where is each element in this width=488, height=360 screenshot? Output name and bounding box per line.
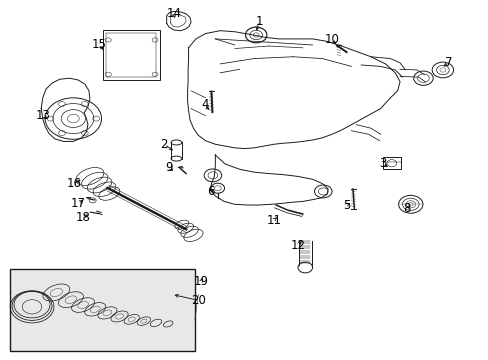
Bar (10, 269, 195, 351)
Text: 6: 6 (206, 185, 214, 198)
Text: 3: 3 (379, 157, 386, 170)
Text: 10: 10 (324, 33, 339, 46)
Text: 4: 4 (201, 99, 208, 112)
Text: 5: 5 (342, 198, 349, 212)
Text: 15: 15 (91, 38, 106, 51)
Text: 12: 12 (290, 239, 305, 252)
Text: 19: 19 (193, 275, 208, 288)
Text: 1: 1 (255, 14, 262, 27)
Text: 9: 9 (165, 161, 173, 174)
Text: 8: 8 (403, 202, 410, 215)
Bar (102, 30, 160, 80)
Text: 20: 20 (190, 294, 205, 307)
Bar (106, 33, 156, 77)
Text: 17: 17 (71, 197, 85, 210)
Text: 11: 11 (265, 213, 281, 226)
Text: 7: 7 (444, 55, 451, 69)
Text: 13: 13 (35, 109, 50, 122)
Text: 2: 2 (160, 138, 168, 151)
Text: 16: 16 (67, 177, 81, 190)
Text: 14: 14 (166, 8, 181, 21)
Bar (382, 157, 400, 168)
Text: 18: 18 (76, 211, 90, 224)
